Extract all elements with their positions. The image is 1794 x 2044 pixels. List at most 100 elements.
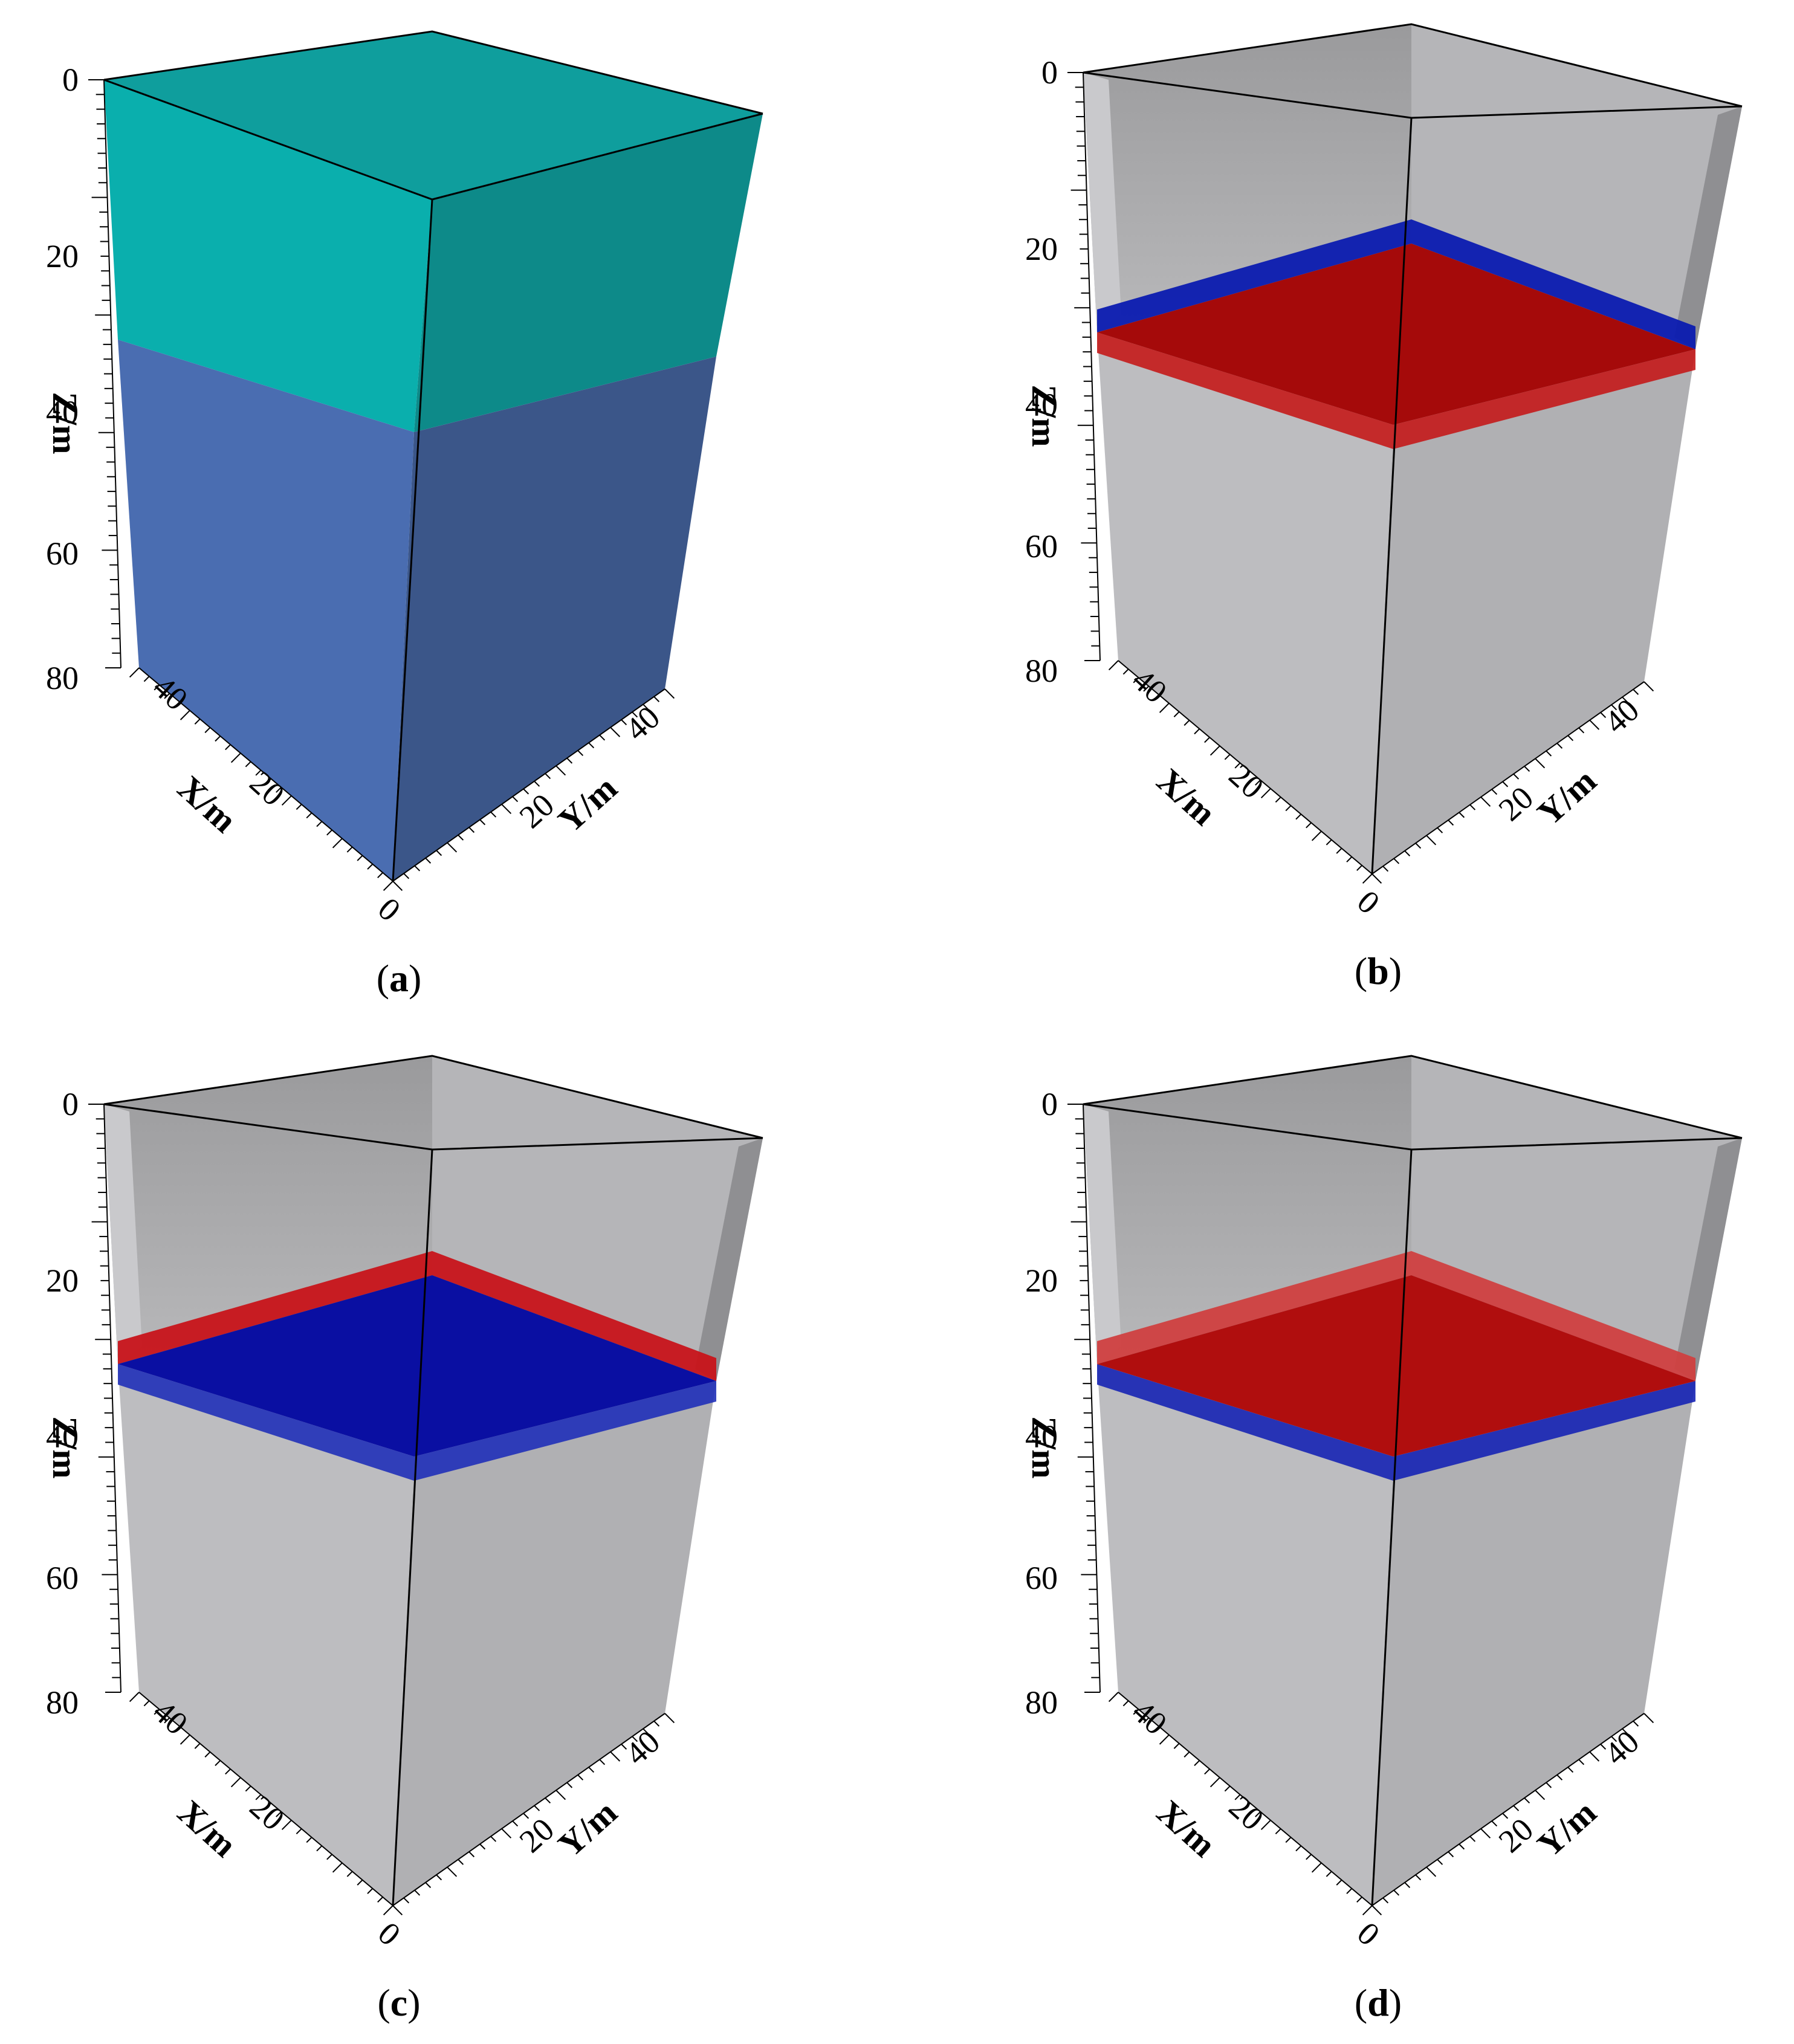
x-axis-tick [1173, 1743, 1180, 1749]
y-axis-tick [1589, 719, 1600, 730]
y-axis-tick [1546, 1782, 1552, 1788]
y-axis-tick [643, 1728, 649, 1735]
x-axis-tick [194, 719, 201, 725]
y-axis-tick [1371, 873, 1382, 884]
x-axis-tick [1362, 873, 1373, 884]
y-axis-tick [1415, 1874, 1422, 1881]
y-axis-tick [1513, 773, 1520, 780]
z-tick-label: 40 [46, 1418, 79, 1455]
x-axis-tick [1184, 1751, 1190, 1758]
x-axis-line [138, 667, 393, 882]
y-axis-tick [1393, 858, 1400, 864]
x-tick-label: 0 [371, 1915, 407, 1953]
z-axis-label: Z/m [45, 1416, 85, 1478]
x-axis-tick [1224, 1785, 1231, 1792]
y-axis-tick [1426, 835, 1437, 846]
z-axis: 0 20 40 60 80 Z/m [1025, 54, 1101, 689]
y-axis-tick [1459, 1843, 1465, 1850]
x-axis-line [138, 1692, 393, 1906]
y-axis-tick [436, 1874, 442, 1881]
x-axis-tick [367, 1888, 374, 1894]
z-tick-label: 60 [1025, 1560, 1058, 1596]
y-axis-tick [447, 842, 458, 853]
y-axis-tick [1469, 804, 1476, 810]
panel-caption: (d) [1355, 1981, 1402, 2024]
x-axis-tick [1326, 839, 1332, 846]
y-axis-tick [643, 703, 649, 710]
z-axis-label: Z/m [45, 392, 85, 454]
x-axis-tick [154, 1709, 160, 1715]
x-tick-label: 0 [1350, 1915, 1387, 1953]
y-axis-tick [1393, 1889, 1400, 1896]
y-axis-tick [632, 1736, 638, 1742]
x-axis-tick [1143, 685, 1150, 692]
y-axis-tick [1426, 1866, 1437, 1877]
x-axis-tick [1209, 1777, 1220, 1788]
y-axis-tick [1535, 758, 1546, 769]
y-axis-tick [1480, 1828, 1491, 1839]
y-axis-tick [468, 1851, 475, 1858]
lower-layer-right-face [393, 357, 716, 881]
volume-right-slab [1674, 106, 1742, 349]
x-axis-tick [1260, 788, 1271, 798]
x-axis-tick [1295, 1845, 1302, 1852]
y-axis-tick [1415, 843, 1422, 849]
box-front-vertical-edge [1371, 1149, 1413, 1906]
y-axis-tick [1382, 865, 1389, 872]
y-axis-tick [403, 873, 410, 879]
x-axis-tick [204, 727, 211, 733]
x-axis-tick [357, 1879, 363, 1886]
y-axis-tick [1502, 781, 1509, 788]
x-axis-tick [174, 1725, 180, 1732]
x-axis-tick [1204, 1768, 1210, 1775]
y-axis-tick [566, 1782, 573, 1788]
caption-close-paren: ) [409, 957, 421, 1000]
caption-close-paren: ) [1389, 949, 1402, 992]
z-tick-label: 0 [62, 1086, 79, 1122]
y-axis-tick [468, 827, 475, 833]
y-axis-tick [1524, 766, 1530, 772]
interface-band-upper [118, 1251, 716, 1381]
x-axis-tick [377, 872, 383, 878]
x-axis-tick [1306, 1854, 1312, 1860]
volume-left-slab [1083, 73, 1121, 332]
x-axis-tick [1122, 1700, 1129, 1707]
y-axis-tick [501, 804, 512, 814]
box-front-vertical-edge [1371, 117, 1413, 875]
x-axis-tick [1346, 1888, 1353, 1894]
x-axis-line [1118, 660, 1373, 875]
y-axis-tick [490, 811, 497, 818]
x-axis-tick [255, 769, 262, 776]
z-axis: 0 20 40 60 80 Z/m [1025, 1086, 1101, 1721]
y-axis-tick [403, 1897, 410, 1904]
y-axis-tick [425, 1882, 432, 1888]
z-tick-label: 20 [46, 1263, 79, 1299]
box-top-edge [103, 1055, 763, 1139]
y-axis-tick [664, 688, 675, 699]
x-axis-tick [1108, 1692, 1119, 1703]
y-axis-tick [1437, 1858, 1443, 1865]
y-axis-tick [436, 850, 442, 856]
box-top-edge [1083, 23, 1743, 108]
x-axis-tick [255, 1794, 262, 1800]
volume-lower-right-face [1372, 1381, 1695, 1906]
z-tick-label: 60 [46, 1560, 79, 1596]
x-axis-tick [1209, 745, 1220, 756]
x-axis-tick [1194, 728, 1200, 735]
volume-left-slab [104, 1104, 142, 1364]
x-axis-tick [316, 1845, 323, 1852]
x-axis-tick [326, 1854, 332, 1860]
y-axis-line [1371, 681, 1645, 875]
y-axis-tick [490, 1835, 497, 1842]
volume-lower-right-face [1372, 349, 1695, 874]
x-tick-label: 0 [1350, 883, 1387, 921]
caption-close-paren: ) [1389, 1981, 1402, 2024]
x-axis-tick [1122, 668, 1129, 675]
y-axis-tick [610, 726, 621, 737]
x-axis-tick [245, 761, 251, 768]
x-axis-tick [129, 667, 140, 678]
y-axis-tick [414, 1889, 421, 1896]
y-axis-tick [1502, 1813, 1509, 1819]
y-axis-tick [1633, 1721, 1639, 1727]
x-axis-tick [164, 1717, 170, 1724]
